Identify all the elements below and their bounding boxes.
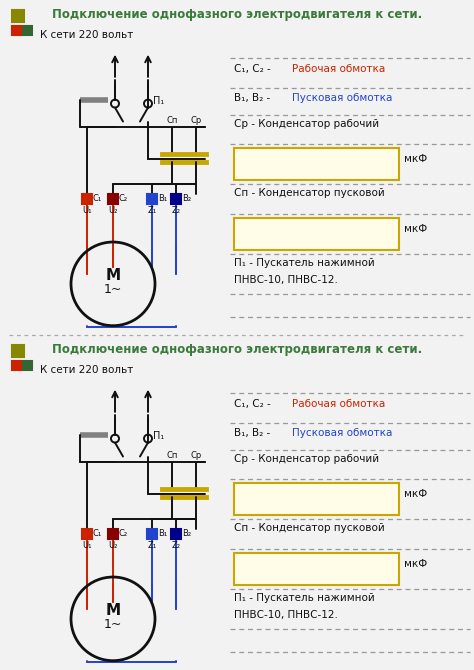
Text: U₁: U₁ [82, 206, 92, 215]
Text: Подключение однофазного электродвигателя к сети.: Подключение однофазного электродвигателя… [52, 343, 422, 356]
Text: 1~: 1~ [104, 618, 122, 631]
Bar [82, 194, 92, 204]
Text: Рабочая обмотка: Рабочая обмотка [292, 64, 385, 74]
Text: П₁: П₁ [153, 431, 164, 441]
Text: U₁: U₁ [82, 541, 92, 550]
Text: Ср - Конденсатор рабочий: Ср - Конденсатор рабочий [234, 454, 379, 464]
Text: Сп - Конденсатор пусковой: Сп - Конденсатор пусковой [234, 188, 385, 198]
Bar [171, 194, 181, 204]
Text: С₁, С₂ -: С₁, С₂ - [234, 399, 274, 409]
Text: С₂: С₂ [119, 529, 128, 538]
Text: В₁: В₁ [158, 529, 167, 538]
Bar [234, 483, 399, 515]
Text: Z₁: Z₁ [147, 541, 156, 550]
Bar [12, 361, 21, 370]
Text: Ср - Конденсатор рабочий: Ср - Конденсатор рабочий [234, 119, 379, 129]
Text: Рабочая обмотка: Рабочая обмотка [292, 399, 385, 409]
Text: Ср: Ср [191, 452, 201, 460]
Text: мкФ: мкФ [404, 489, 427, 499]
Text: М: М [105, 269, 120, 283]
Text: В₁, В₂ -: В₁, В₂ - [234, 427, 273, 438]
Text: ПНВС-10, ПНВС-12.: ПНВС-10, ПНВС-12. [234, 610, 338, 620]
Text: Ср: Ср [191, 117, 201, 125]
Text: ПНВС-10, ПНВС-12.: ПНВС-10, ПНВС-12. [234, 275, 338, 285]
Text: П₁ - Пускатель нажимной: П₁ - Пускатель нажимной [234, 593, 375, 603]
Text: мкФ: мкФ [404, 559, 427, 569]
Text: Сп: Сп [166, 117, 178, 125]
Bar [171, 529, 181, 539]
Text: П₁ - Пускатель нажимной: П₁ - Пускатель нажимной [234, 258, 375, 268]
Text: Пусковая обмотка: Пусковая обмотка [292, 92, 392, 103]
Bar [234, 148, 399, 180]
Bar [23, 26, 32, 35]
Text: Сп: Сп [166, 452, 178, 460]
Bar [12, 26, 21, 35]
Text: К сети 220 вольт: К сети 220 вольт [40, 30, 133, 40]
Bar [234, 553, 399, 585]
Text: 1~: 1~ [104, 283, 122, 296]
Text: U₂: U₂ [109, 541, 118, 550]
Text: С₁: С₁ [93, 529, 102, 538]
Bar [147, 194, 157, 204]
Text: В₁, В₂ -: В₁, В₂ - [234, 92, 273, 103]
Bar [108, 529, 118, 539]
Text: Пусковая обмотка: Пусковая обмотка [292, 427, 392, 438]
Text: К сети 220 вольт: К сети 220 вольт [40, 365, 133, 375]
Bar [23, 361, 32, 370]
Bar [12, 345, 24, 357]
Text: U₂: U₂ [109, 206, 118, 215]
Text: С₁: С₁ [93, 194, 102, 203]
Text: В₂: В₂ [182, 529, 191, 538]
Text: Сп - Конденсатор пусковой: Сп - Конденсатор пусковой [234, 523, 385, 533]
Text: Z₂: Z₂ [172, 541, 181, 550]
Text: В₂: В₂ [182, 194, 191, 203]
Text: В₁: В₁ [158, 194, 167, 203]
Bar [147, 529, 157, 539]
Text: мкФ: мкФ [404, 154, 427, 164]
Text: М: М [105, 604, 120, 618]
Text: С₁, С₂ -: С₁, С₂ - [234, 64, 274, 74]
Bar [108, 194, 118, 204]
Text: Подключение однофазного электродвигателя к сети.: Подключение однофазного электродвигателя… [52, 8, 422, 21]
Text: мкФ: мкФ [404, 224, 427, 234]
Bar [12, 10, 24, 22]
Text: Z₁: Z₁ [147, 206, 156, 215]
Text: Z₂: Z₂ [172, 206, 181, 215]
Bar [82, 529, 92, 539]
Text: С₂: С₂ [119, 194, 128, 203]
Text: П₁: П₁ [153, 96, 164, 106]
Bar [234, 218, 399, 250]
